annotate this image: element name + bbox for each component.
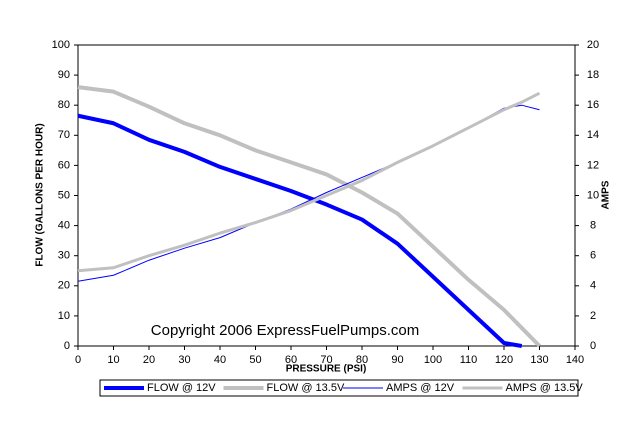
y-tick-label: 20 <box>58 280 70 292</box>
x-tick-label: 0 <box>75 354 81 366</box>
x-tick-label: 80 <box>356 354 368 366</box>
x-tick-label: 140 <box>566 354 584 366</box>
y2-tick-label: 2 <box>590 310 596 322</box>
y-tick-label: 40 <box>58 220 70 232</box>
x-tick-label: 120 <box>495 354 513 366</box>
y-tick-label: 30 <box>58 250 70 262</box>
y-tick-label: 80 <box>58 99 70 111</box>
y-tick-label: 60 <box>58 159 70 171</box>
x-tick-label: 60 <box>285 354 297 366</box>
series-line <box>77 113 523 348</box>
y2-tick-label: 16 <box>587 99 599 111</box>
y2-tick-label: 8 <box>590 220 596 232</box>
y2-tick-label: 6 <box>590 250 596 262</box>
legend <box>99 379 579 397</box>
legend-label: AMPS @ 12V <box>386 382 455 394</box>
x-tick-label: 40 <box>214 354 226 366</box>
x-tick-label: 30 <box>178 354 190 366</box>
y2-tick-label: 12 <box>587 159 599 171</box>
x-tick-label: 20 <box>143 354 155 366</box>
y-tick-label: 100 <box>52 39 70 51</box>
y2-tick-label: 14 <box>587 129 599 141</box>
y-tick-label: 10 <box>58 310 70 322</box>
annotation: Copyright 2006 ExpressFuelPumps.com <box>151 322 419 339</box>
x-tick-label: 130 <box>530 354 548 366</box>
y-tick-label: 90 <box>58 69 70 81</box>
x-tick-label: 50 <box>249 354 261 366</box>
legend-label: FLOW @ 13.5V <box>267 382 345 394</box>
x-tick-label: 100 <box>424 354 442 366</box>
x-tick-label: 10 <box>107 354 119 366</box>
y-tick-label: 50 <box>58 189 70 201</box>
y-axis-label: FLOW (GALLONS PER HOUR) <box>35 123 46 266</box>
legend-label: AMPS @ 13.5V <box>506 382 584 394</box>
y-tick-label: 0 <box>64 340 70 352</box>
y2-tick-label: 10 <box>587 189 599 201</box>
x-tick-label: 90 <box>391 354 403 366</box>
y2-tick-label: 0 <box>590 340 596 352</box>
y2-tick-label: 4 <box>590 280 596 292</box>
y2-tick-label: 20 <box>587 39 599 51</box>
y2-tick-label: 18 <box>587 69 599 81</box>
y-tick-label: 70 <box>58 129 70 141</box>
series-line <box>77 91 541 273</box>
x-tick-label: 70 <box>320 354 332 366</box>
x-tick-label: 110 <box>460 354 478 366</box>
x-axis-label: PRESSURE (PSI) <box>286 364 367 375</box>
y2-axis-label: AMPS <box>601 180 612 209</box>
legend-label: FLOW @ 12V <box>147 382 216 394</box>
series-line <box>77 85 541 348</box>
